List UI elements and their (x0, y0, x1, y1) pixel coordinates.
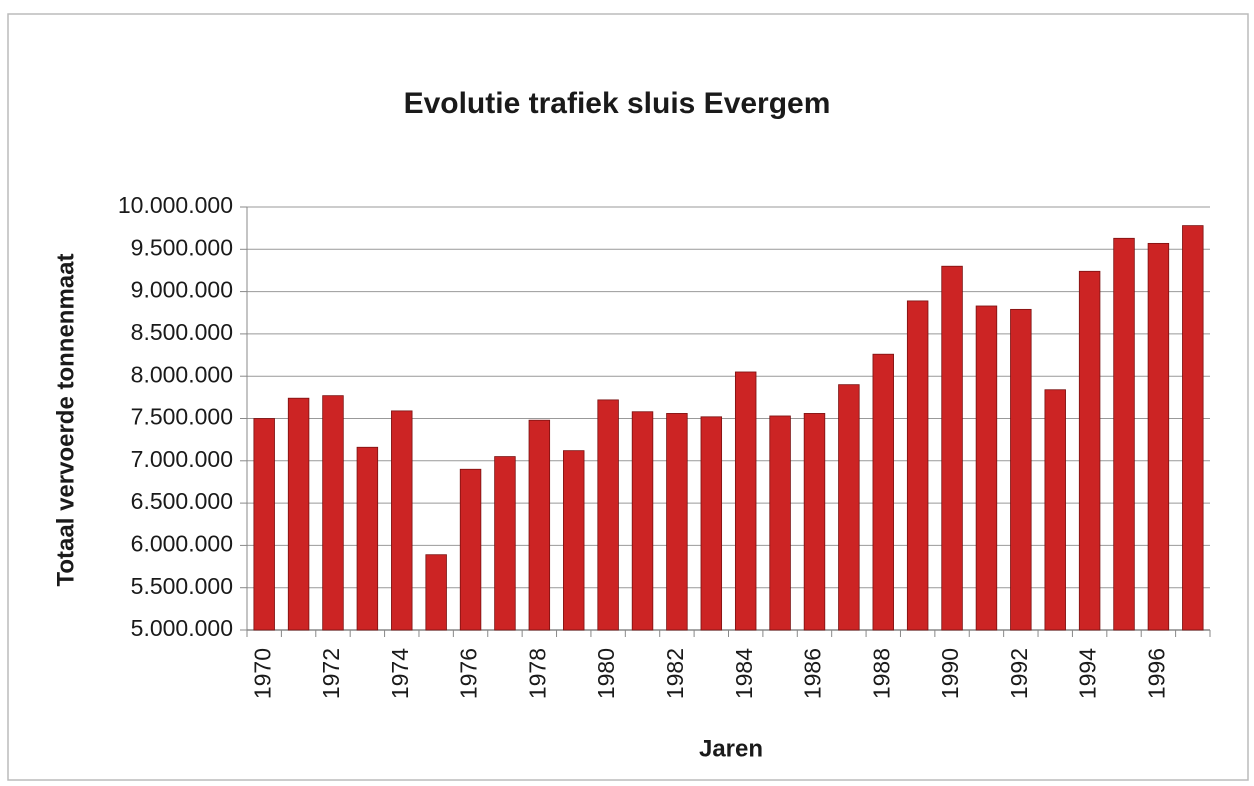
bar (803, 413, 826, 631)
x-tick-label: 1978 (524, 648, 550, 699)
x-tick-label: 1976 (456, 648, 482, 699)
x-tick-label: 1988 (868, 648, 894, 699)
y-tick-label: 7.500.000 (131, 404, 233, 430)
x-tick-label: 1992 (1006, 648, 1032, 699)
bar (872, 353, 894, 631)
bar (1010, 308, 1032, 631)
y-tick-label: 5.000.000 (131, 615, 233, 641)
bar (941, 265, 963, 631)
bar (975, 305, 998, 631)
x-tick-label: 1996 (1143, 648, 1169, 699)
y-axis-label: Totaal vervoerde tonnenmaat (52, 254, 79, 587)
x-tick-label: 1986 (800, 648, 826, 699)
bar (1182, 225, 1204, 631)
bar (700, 416, 723, 631)
bar (1078, 270, 1101, 631)
y-tick-label: 6.500.000 (131, 488, 233, 514)
y-tick-label: 8.000.000 (131, 361, 233, 387)
x-tick-label: 1982 (662, 648, 688, 699)
bar (287, 397, 310, 631)
y-tick-label: 9.000.000 (131, 277, 233, 303)
x-tick-label: 1984 (731, 648, 757, 699)
bar (769, 415, 791, 631)
bar (322, 395, 344, 631)
bar (734, 371, 757, 631)
y-tick-label: 8.500.000 (131, 319, 233, 345)
bar (631, 411, 654, 631)
chart-title: Evolutie trafiek sluis Evergem (404, 87, 831, 120)
bar (494, 456, 516, 631)
bar (1147, 242, 1170, 631)
x-tick-label: 1972 (318, 648, 344, 699)
y-tick-label: 10.000.000 (118, 192, 233, 218)
y-tick-label: 5.500.000 (131, 573, 233, 599)
bar (528, 419, 551, 631)
bar (597, 399, 619, 631)
bar (906, 300, 929, 631)
x-tick-label: 1980 (593, 648, 619, 699)
bar (1044, 389, 1066, 631)
bar (666, 413, 688, 631)
x-tick-label: 1990 (937, 648, 963, 699)
bar (563, 450, 585, 631)
x-tick-label: 1994 (1075, 648, 1101, 699)
bar (253, 418, 275, 631)
bar (425, 554, 447, 631)
x-tick-label: 1974 (387, 648, 413, 699)
y-tick-label: 9.500.000 (131, 234, 233, 260)
bar (459, 468, 482, 631)
y-tick-label: 7.000.000 (131, 446, 233, 472)
bar (838, 384, 860, 631)
bar (391, 410, 413, 631)
x-tick-label: 1970 (249, 648, 275, 699)
frame (7, 13, 1249, 781)
x-axis-label: Jaren (699, 735, 763, 762)
y-tick-label: 6.000.000 (131, 530, 233, 556)
bar (1113, 237, 1135, 631)
bar (356, 446, 379, 631)
